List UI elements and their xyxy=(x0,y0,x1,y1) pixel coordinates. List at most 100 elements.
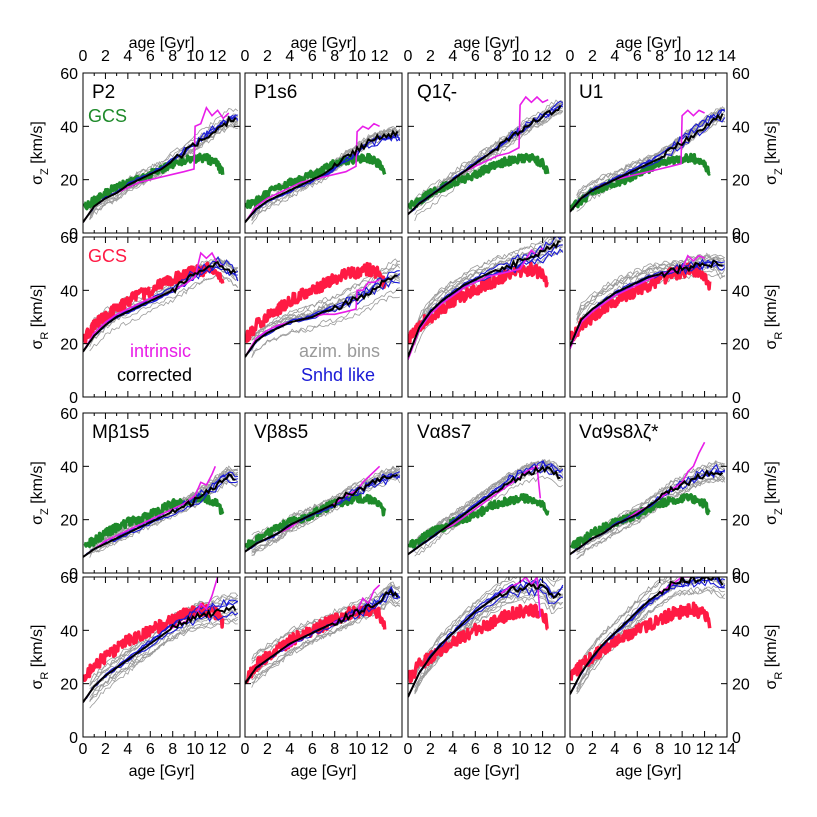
gcs-sigma-z-data xyxy=(245,152,387,209)
azim-bin-curve xyxy=(576,476,726,556)
x-tick-label-bottom: 10 xyxy=(673,741,691,758)
sigma-r-axis-label: σR [km/s] xyxy=(29,285,51,350)
azim-bin-curve xyxy=(576,577,679,681)
x-tick-label-bottom: 4 xyxy=(610,741,619,758)
legend-gcs-red: GCS xyxy=(88,246,127,266)
corrected-curve xyxy=(245,588,399,685)
x-tick-label-bottom: 4 xyxy=(123,741,132,758)
azim-bin-curve xyxy=(576,577,666,669)
corrected-curve xyxy=(408,240,561,358)
azim-bin-curve xyxy=(89,612,239,694)
x-tick-label-bottom: 12 xyxy=(371,741,389,758)
x-tick-label-top: 4 xyxy=(285,48,294,65)
panel-model-label: Vα9s8λζ* xyxy=(579,422,659,443)
x-tick-label-bottom: 2 xyxy=(426,741,435,758)
azim-bin-curve xyxy=(414,243,564,335)
x-tick-label-top: 10 xyxy=(186,48,204,65)
y-tick-label: 20 xyxy=(732,677,750,694)
gcs-sigma-r-data xyxy=(570,262,712,342)
panel-curves xyxy=(570,106,726,213)
x-tick-label-top: 6 xyxy=(308,48,317,65)
azim-bin-curve xyxy=(576,258,726,321)
x-tick-label-bottom: 6 xyxy=(146,741,155,758)
legend-corrected: corrected xyxy=(117,365,192,385)
y-tick-label: 60 xyxy=(732,406,750,423)
x-tick-label-bottom: 6 xyxy=(308,741,317,758)
x-tick-label-bottom: 0 xyxy=(79,741,88,758)
panel-sigma-z-3-1: Q1ζ-0 2 4 6 8 10 12 xyxy=(404,48,566,234)
panel-model-label: Vα8s7 xyxy=(417,422,471,443)
azim-bin-curve xyxy=(89,616,238,703)
x-tick-label-top: 0 xyxy=(404,48,413,65)
sigma-z-axis-label: σZ [km/s] xyxy=(29,461,51,525)
panel-curves xyxy=(245,122,401,225)
x-tick-label-top: 14 xyxy=(718,48,736,65)
y-tick-label: 20 xyxy=(732,513,750,530)
corrected-curve xyxy=(245,473,398,553)
panel-curves xyxy=(570,252,726,350)
azim-bin-curve xyxy=(251,133,401,225)
x-tick-label-top: 0 xyxy=(79,48,88,65)
y-tick-label: 0 xyxy=(732,566,741,583)
panel-curves xyxy=(408,577,564,698)
y-tick-label: 0 xyxy=(732,226,741,243)
y-tick-label: 0 xyxy=(69,390,78,407)
legend-gcs-green: GCS xyxy=(88,106,127,126)
panel-sigma-r-3-1 xyxy=(407,236,566,398)
x-tick-label-bottom: 10 xyxy=(186,741,204,758)
x-tick-label-bottom: 8 xyxy=(493,741,502,758)
azim-bin-curve xyxy=(89,479,239,555)
azim-bin-curve xyxy=(414,99,563,202)
x-tick-label-bottom: 10 xyxy=(348,741,366,758)
y-tick-label: 40 xyxy=(732,283,750,300)
panel-curves xyxy=(408,458,564,557)
sigma-r-axis-label: σR [km/s] xyxy=(763,625,785,690)
gcs-sigma-r-data xyxy=(83,261,225,345)
age-axis-title-top: age [Gyr] xyxy=(616,35,682,52)
x-tick-label-top: 0 xyxy=(566,48,575,65)
x-tick-label-top: 4 xyxy=(123,48,132,65)
x-tick-label-bottom: 0 xyxy=(404,741,413,758)
panel-curves xyxy=(408,237,564,360)
x-tick-label-bottom: 12 xyxy=(534,741,552,758)
azim-bin-curve xyxy=(414,237,548,332)
azim-bin-curve xyxy=(576,585,725,695)
y-tick-label: 40 xyxy=(60,119,78,136)
x-tick-label-top: 6 xyxy=(471,48,480,65)
x-tick-label-top: 8 xyxy=(330,48,339,65)
gcs-sigma-z-data xyxy=(83,493,225,548)
azim-bin-curve xyxy=(414,461,564,541)
panel-model-label: Q1ζ- xyxy=(417,82,457,103)
x-tick-label-bottom: 8 xyxy=(330,741,339,758)
panel-sigma-z-1-2: Mβ1s5 0 20 40 60 xyxy=(60,406,241,583)
snhd-like-curve xyxy=(572,577,725,690)
x-tick-label-bottom: 2 xyxy=(101,741,110,758)
x-tick-label-bottom: 2 xyxy=(588,741,597,758)
age-axis-title-bottom: age [Gyr] xyxy=(616,763,682,780)
gcs-sigma-r-data xyxy=(245,261,387,343)
x-tick-label-top: 4 xyxy=(448,48,457,65)
panel-sigma-z-3-2: Vα8s7 xyxy=(407,412,566,574)
gcs-sigma-z-data xyxy=(408,493,550,549)
panel-curves xyxy=(83,105,239,223)
x-tick-label-bottom: 2 xyxy=(263,741,272,758)
x-tick-label-top: 6 xyxy=(146,48,155,65)
y-tick-label: 60 xyxy=(60,570,78,587)
panel-sigma-r-2-1 xyxy=(244,236,403,398)
y-tick-label: 20 xyxy=(732,173,750,190)
x-tick-label-top: 2 xyxy=(101,48,110,65)
panel-curves xyxy=(245,581,401,688)
azim-bin-curve xyxy=(89,266,238,335)
corrected-curve xyxy=(570,259,723,347)
legend-snhd-like: Snhd like xyxy=(301,365,375,385)
x-tick-label-top: 10 xyxy=(348,48,366,65)
x-tick-label-bottom: 4 xyxy=(448,741,457,758)
panel-model-label: P2 xyxy=(92,82,115,103)
x-tick-label-top: 6 xyxy=(633,48,642,65)
azim-bin-curve xyxy=(576,474,726,560)
y-tick-label: 40 xyxy=(732,119,750,136)
azim-bin-curve xyxy=(251,287,400,358)
